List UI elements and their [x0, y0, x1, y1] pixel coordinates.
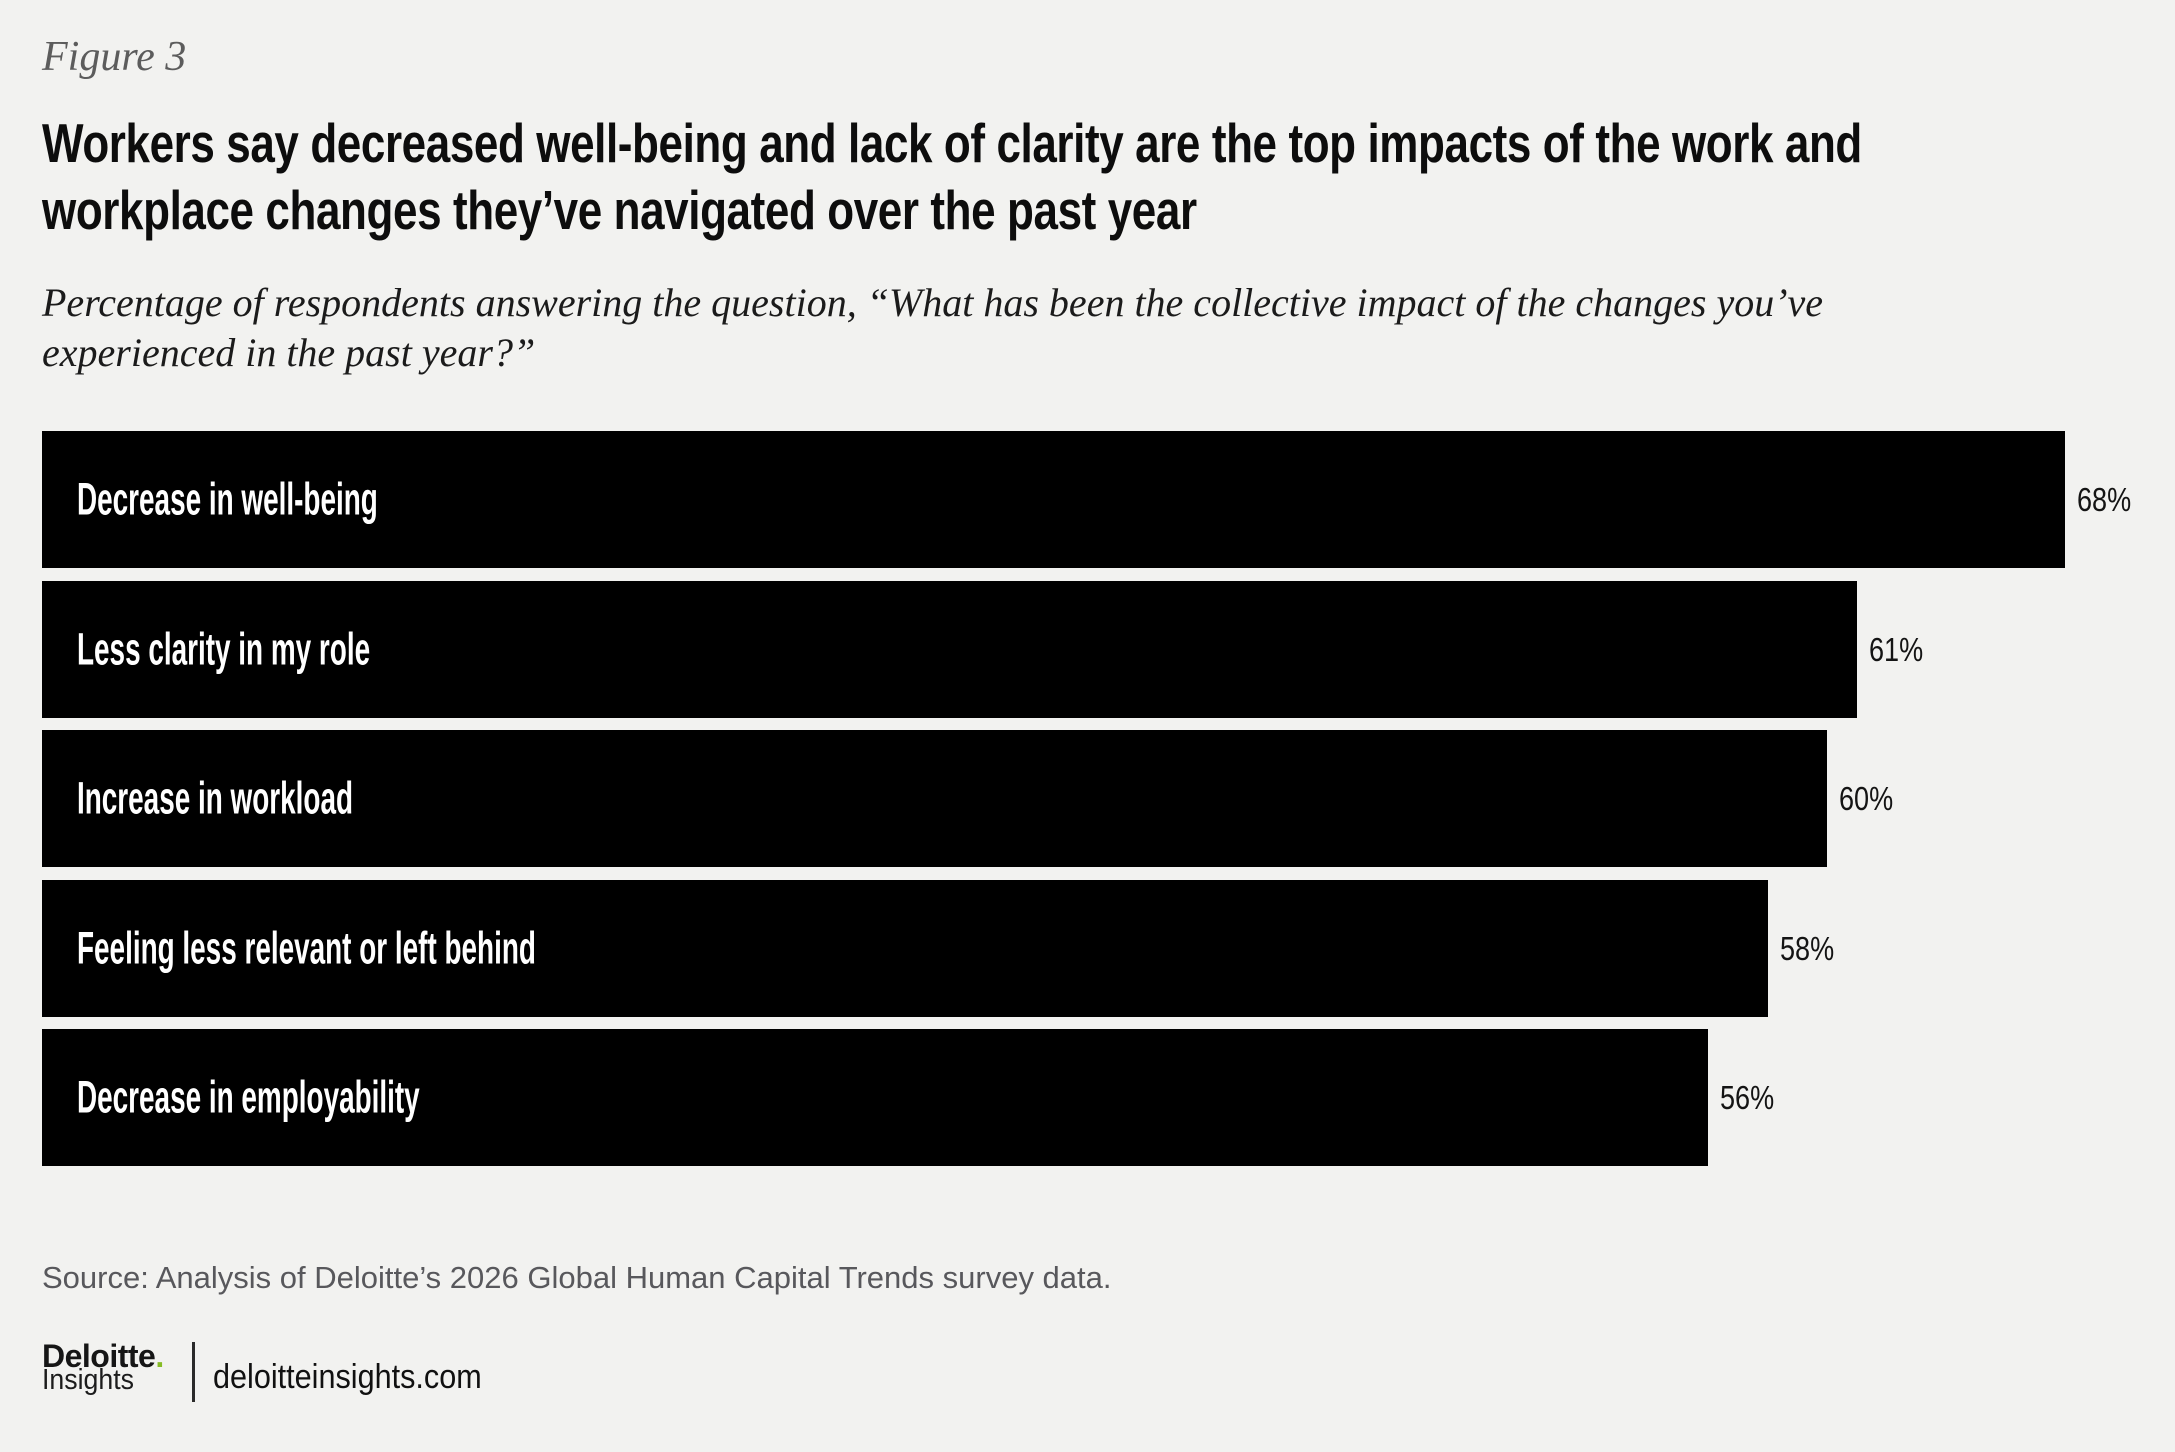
- bar: Less clarity in my role: [42, 581, 1857, 718]
- brand-green-dot: .: [155, 1338, 164, 1374]
- bar-value: 61%: [1869, 631, 1924, 668]
- bar-label: Less clarity in my role: [77, 623, 371, 675]
- bar-row: Feeling less relevant or left behind 58%: [42, 880, 2175, 1017]
- chart-title: Workers say decreased well-being and lac…: [42, 112, 1862, 241]
- bar-label: Decrease in employability: [77, 1071, 420, 1123]
- bar-row: Less clarity in my role 61%: [42, 581, 2175, 718]
- site-url: deloitteinsights.com: [213, 1358, 482, 1396]
- bar: Increase in workload: [42, 730, 1827, 867]
- bar-row: Decrease in well-being 68%: [42, 431, 2175, 568]
- bar: Feeling less relevant or left behind: [42, 880, 1768, 1017]
- bar-row: Decrease in employability 56%: [42, 1029, 2175, 1166]
- bar-value: 68%: [2077, 481, 2132, 518]
- chart-subtitle: Percentage of respondents answering the …: [42, 280, 1824, 375]
- brand-name-text: Deloitte: [42, 1338, 156, 1374]
- brand-division-label: Insights: [42, 1364, 134, 1396]
- figure-label: Figure 3: [42, 34, 187, 80]
- bar-label: Feeling less relevant or left behind: [77, 922, 536, 974]
- bar-label: Increase in workload: [77, 772, 354, 824]
- deloitte-logo: Deloitte.: [42, 1340, 164, 1372]
- bar: Decrease in employability: [42, 1029, 1708, 1166]
- bar-value: 60%: [1839, 780, 1894, 817]
- bar-value: 58%: [1780, 930, 1835, 967]
- bar-label: Decrease in well-being: [77, 473, 378, 525]
- logo-divider-line: [192, 1342, 195, 1402]
- source-note: Source: Analysis of Deloitte’s 2026 Glob…: [42, 1260, 1112, 1295]
- bar: Decrease in well-being: [42, 431, 2065, 568]
- bar-chart: Decrease in well-being 68% Less clarity in…: [42, 431, 2175, 1166]
- bar-value: 56%: [1720, 1079, 1775, 1116]
- bar-row: Increase in workload 60%: [42, 730, 2175, 867]
